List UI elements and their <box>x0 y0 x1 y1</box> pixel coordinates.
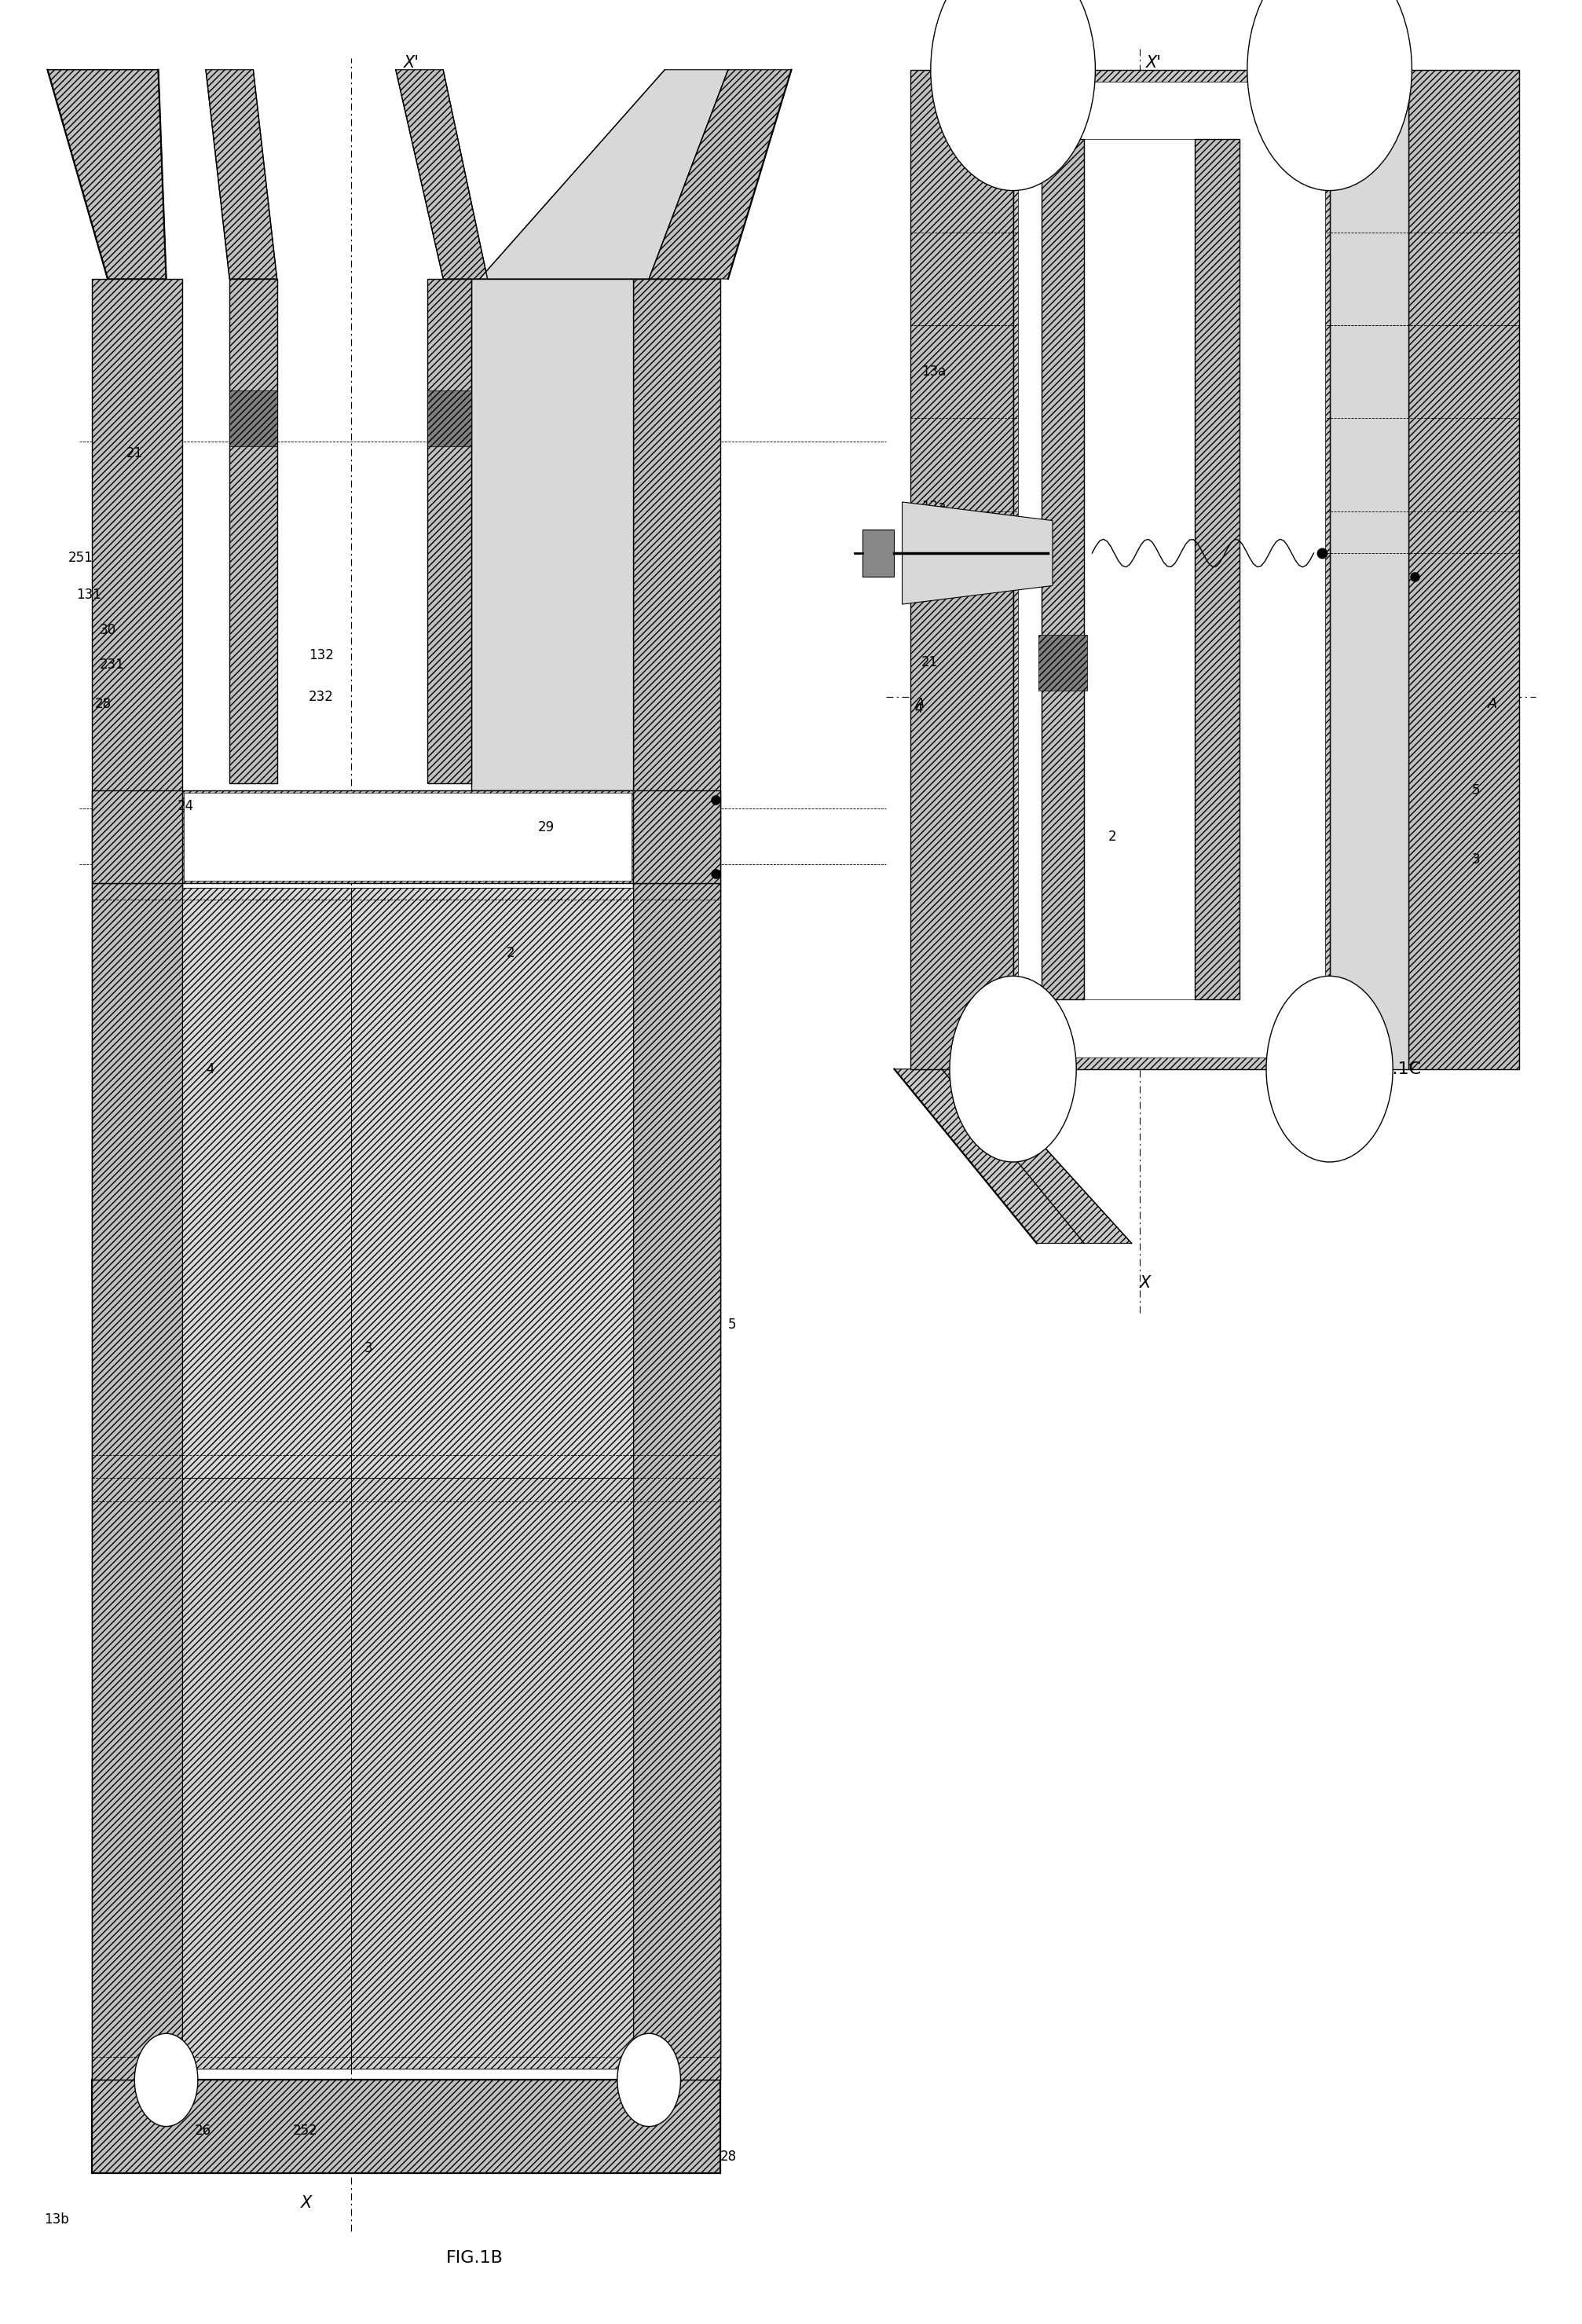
Text: 3: 3 <box>1471 853 1479 867</box>
Circle shape <box>1266 976 1392 1162</box>
Circle shape <box>1247 0 1411 191</box>
Text: 30: 30 <box>100 623 115 637</box>
Polygon shape <box>182 790 633 883</box>
Circle shape <box>134 2034 198 2126</box>
Polygon shape <box>1012 70 1329 1069</box>
Polygon shape <box>47 70 166 279</box>
Text: 21: 21 <box>127 446 144 460</box>
Polygon shape <box>182 888 351 1478</box>
Polygon shape <box>633 790 720 883</box>
Polygon shape <box>351 888 633 1478</box>
Polygon shape <box>1329 70 1408 1069</box>
Polygon shape <box>910 70 1012 1069</box>
Circle shape <box>949 976 1076 1162</box>
Text: 132: 132 <box>308 648 334 662</box>
Text: 28: 28 <box>95 697 111 711</box>
Polygon shape <box>427 390 471 446</box>
Text: 24: 24 <box>177 799 193 813</box>
Polygon shape <box>633 279 720 2080</box>
Text: 29: 29 <box>538 820 554 834</box>
Polygon shape <box>479 70 728 279</box>
Polygon shape <box>649 70 791 279</box>
Text: X': X' <box>403 56 419 70</box>
Text: 28: 28 <box>720 2150 736 2164</box>
Polygon shape <box>92 790 182 883</box>
Polygon shape <box>427 279 471 783</box>
Polygon shape <box>1038 634 1087 690</box>
Text: 13b: 13b <box>44 2212 70 2226</box>
Text: 12: 12 <box>978 555 995 569</box>
Polygon shape <box>92 883 182 2080</box>
Polygon shape <box>633 883 720 2080</box>
Text: 3: 3 <box>364 1341 372 1355</box>
Text: 252: 252 <box>293 2124 318 2138</box>
Polygon shape <box>229 390 277 446</box>
Text: 12a: 12a <box>921 500 946 514</box>
Text: 232: 232 <box>308 690 334 704</box>
Circle shape <box>930 0 1095 191</box>
Text: 4: 4 <box>206 1062 214 1076</box>
Text: 5: 5 <box>728 1318 736 1332</box>
Polygon shape <box>92 2080 720 2173</box>
Text: 21: 21 <box>921 655 938 669</box>
Polygon shape <box>184 792 631 881</box>
Text: X: X <box>1139 1276 1150 1290</box>
Text: X': X' <box>1145 56 1161 70</box>
Polygon shape <box>229 279 277 783</box>
Text: A: A <box>1487 697 1497 711</box>
Polygon shape <box>1194 139 1239 999</box>
Polygon shape <box>182 1478 351 2068</box>
Text: 251: 251 <box>68 551 93 565</box>
Polygon shape <box>206 70 277 279</box>
Text: 231: 231 <box>100 658 125 672</box>
Polygon shape <box>471 279 633 790</box>
Polygon shape <box>1041 139 1084 999</box>
Circle shape <box>617 2034 680 2126</box>
Polygon shape <box>396 70 487 279</box>
Text: FIG.1B: FIG.1B <box>446 2250 503 2266</box>
Text: X: X <box>301 2196 312 2210</box>
Text: 13a: 13a <box>921 365 946 379</box>
Text: 28: 28 <box>1044 614 1060 627</box>
Polygon shape <box>902 502 1052 604</box>
Text: A: A <box>914 697 924 711</box>
Polygon shape <box>1084 139 1194 999</box>
Text: 4: 4 <box>914 702 922 716</box>
Polygon shape <box>92 279 182 2080</box>
Polygon shape <box>1017 81 1324 1057</box>
Text: FIG.1C: FIG.1C <box>1364 1062 1421 1076</box>
Polygon shape <box>862 530 894 576</box>
Text: 2: 2 <box>506 946 514 960</box>
Polygon shape <box>351 1478 633 2068</box>
Polygon shape <box>1408 70 1519 1069</box>
Text: 2: 2 <box>1107 830 1115 844</box>
Text: 26: 26 <box>195 2124 210 2138</box>
Text: 131: 131 <box>76 588 101 602</box>
Text: 5: 5 <box>1471 783 1479 797</box>
Polygon shape <box>894 1069 1131 1243</box>
